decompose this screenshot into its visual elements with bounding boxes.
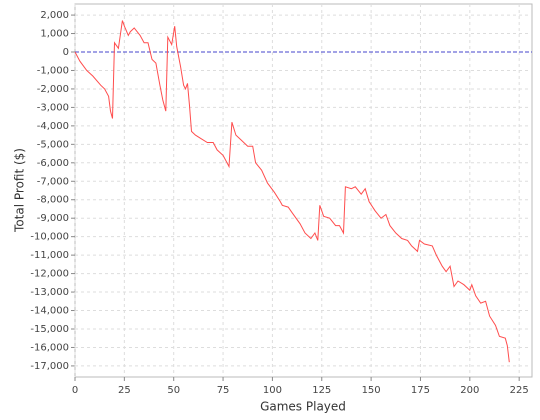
x-tick-label: 75 [217,385,230,396]
y-tick-label: -11,000 [30,250,69,261]
y-tick-label: 0 [63,47,69,58]
x-tick-label: 200 [460,385,479,396]
y-tick-label: -9,000 [37,213,69,224]
x-tick-label: 25 [118,385,131,396]
plot-area [74,3,533,378]
x-tick-label: 150 [362,385,381,396]
y-tick-label: -6,000 [37,158,69,169]
data-line [74,20,510,363]
y-tick-label: -16,000 [30,342,69,353]
y-tick-label: -15,000 [30,324,69,335]
x-tick-label: 50 [167,385,180,396]
y-tick-label: -7,000 [37,176,69,187]
x-tick-label: 125 [312,385,331,396]
y-tick-label: -14,000 [30,306,69,317]
y-tick-label: -10,000 [30,232,69,243]
y-tick-label: -1,000 [37,65,69,76]
y-tick-label: -2,000 [37,84,69,95]
y-tick-label: 1,000 [40,29,69,40]
x-axis-title: Games Played [260,400,346,414]
y-tick-label: -3,000 [37,102,69,113]
x-tick-label: 100 [263,385,282,396]
y-tick-label: -12,000 [30,269,69,280]
y-axis-title: Total Profit ($) [13,148,27,233]
y-tick-label: -8,000 [37,195,69,206]
x-tick-label: 175 [411,385,430,396]
x-tick-label: 225 [510,385,529,396]
y-tick-label: 2,000 [40,10,69,21]
x-tick-label: 0 [72,385,78,396]
y-tick-label: -5,000 [37,139,69,150]
y-tick-label: -13,000 [30,287,69,298]
y-tick-label: -4,000 [37,121,69,132]
y-tick-label: -17,000 [30,361,69,372]
